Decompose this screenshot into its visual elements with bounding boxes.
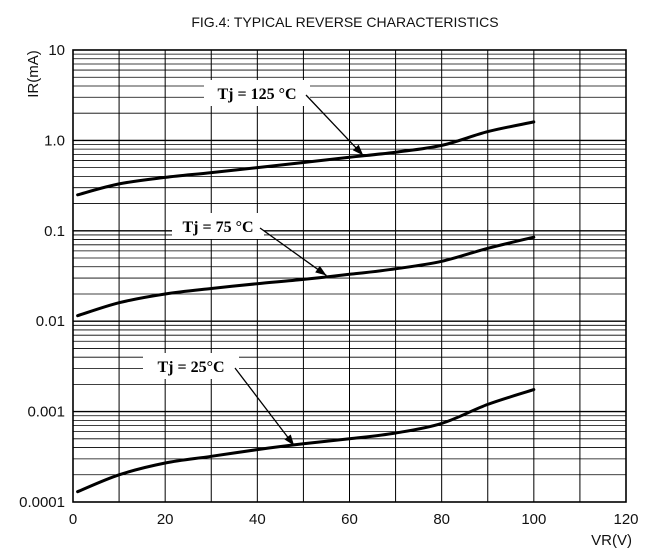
- plot-frame: [72, 49, 627, 503]
- y-tick-label: 0.1: [44, 223, 65, 240]
- series-line: [76, 388, 536, 494]
- annotation-arrowhead: [284, 434, 295, 446]
- chart-title: FIG.4: TYPICAL REVERSE CHARACTERISTICS: [191, 14, 498, 30]
- grid-major-lines: [73, 50, 626, 502]
- y-tick-label: 10: [48, 42, 65, 59]
- annotation-backdrop: [204, 80, 310, 106]
- annotation: Tj = 25°C: [143, 353, 295, 447]
- x-tick-label: 120: [613, 511, 638, 528]
- annotation-arrowhead: [315, 265, 327, 276]
- annotation: Tj = 125 °C: [204, 80, 364, 156]
- annotation-arrow-line: [259, 227, 327, 277]
- x-tick-label: 60: [341, 511, 358, 528]
- annotations: Tj = 125 °C Tj = 75 °C Tj = 25°C: [143, 80, 364, 447]
- y-tick-label: 0.0001: [19, 494, 65, 511]
- annotation: Tj = 75 °C: [172, 213, 327, 277]
- annotation-arrowhead: [352, 144, 364, 156]
- y-tick-label: 0.01: [36, 313, 65, 330]
- x-tick-labels: 0 20 40 60 80 100 120: [69, 511, 639, 528]
- x-tick-label: 80: [433, 511, 450, 528]
- annotation-backdrop: [143, 353, 239, 379]
- annotation-arrow-line: [305, 94, 364, 156]
- x-tick-label: 20: [157, 511, 174, 528]
- series-lines: [76, 120, 536, 494]
- annotation-label: Tj = 75 °C: [182, 219, 253, 236]
- x-tick-label: 40: [249, 511, 266, 528]
- annotation-label: Tj = 25°C: [157, 359, 224, 376]
- y-axis-label: IR(mA): [25, 50, 42, 98]
- y-tick-labels: 10 1.0 0.1 0.01 0.001 0.0001: [19, 42, 65, 511]
- x-tick-label: 100: [521, 511, 546, 528]
- annotation-label: Tj = 125 °C: [217, 86, 296, 103]
- annotation-arrow-line: [234, 367, 295, 447]
- x-axis-label: VR(V): [591, 532, 632, 549]
- annotation-backdrop: [172, 213, 264, 239]
- x-tick-label: 0: [69, 511, 77, 528]
- y-tick-label: 1.0: [44, 132, 65, 149]
- series-line: [76, 235, 536, 318]
- series-line: [76, 120, 536, 197]
- y-tick-label: 0.001: [27, 404, 65, 421]
